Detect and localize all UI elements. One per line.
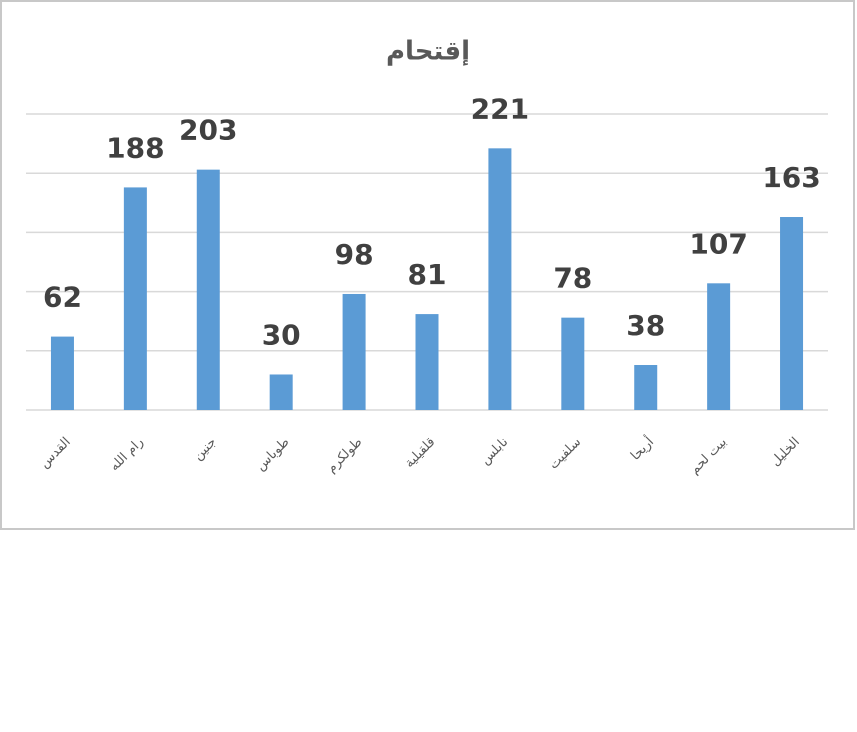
data-label: 188: [106, 131, 164, 164]
bar: [196, 169, 220, 410]
data-label: 30: [262, 318, 301, 351]
bar: [415, 314, 439, 410]
bar: [780, 217, 804, 410]
bar: [488, 148, 512, 410]
chart-title: إقتحام: [386, 37, 470, 67]
bar: [342, 293, 366, 410]
bar: [123, 187, 147, 410]
data-label: 221: [471, 92, 529, 125]
bar: [634, 365, 658, 410]
bar: [50, 336, 74, 410]
data-label: 107: [689, 227, 747, 260]
data-label: 81: [408, 258, 447, 291]
data-label: 163: [762, 161, 820, 194]
bar: [561, 317, 585, 410]
data-label: 98: [335, 238, 374, 271]
bar: [707, 283, 731, 410]
data-label: 62: [43, 281, 82, 314]
data-label: 203: [179, 114, 237, 147]
data-label: 38: [626, 309, 665, 342]
bar: [269, 374, 293, 410]
data-label: 78: [553, 262, 592, 295]
